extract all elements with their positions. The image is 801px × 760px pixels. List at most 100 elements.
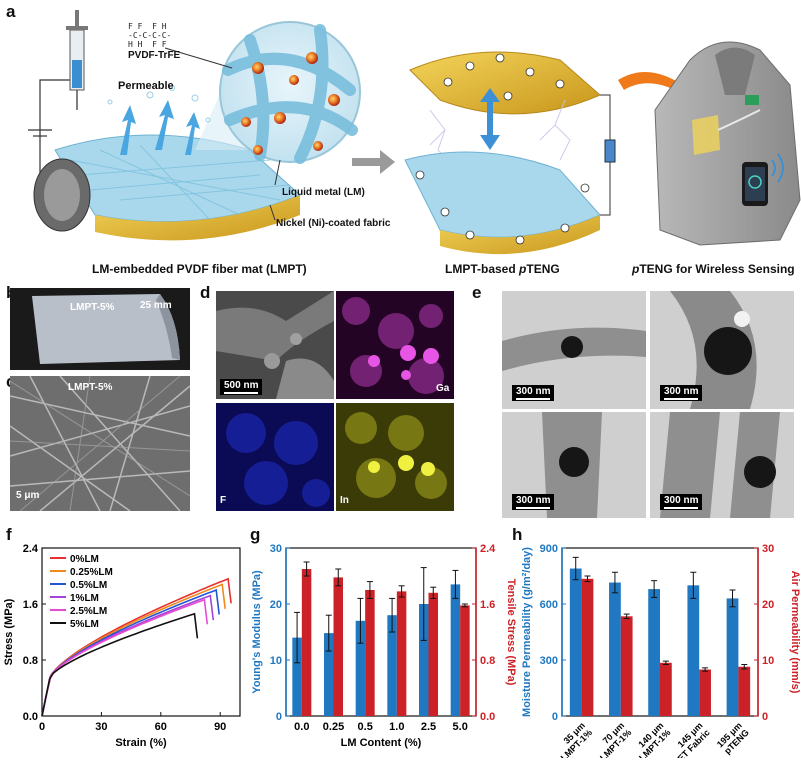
permeable-arrows: [120, 100, 200, 155]
liquid-metal-particles: [241, 52, 340, 155]
pvdf-trfe-label: PVDF-TrFE: [128, 50, 181, 61]
y-right-tick-label: 30: [762, 543, 774, 555]
scale-bar: 300 nm: [512, 494, 555, 510]
y-tick-label: 1.6: [23, 599, 38, 611]
scale-bar: 25 mm: [140, 300, 172, 311]
eds-map-in: In: [336, 403, 454, 511]
syringe-icon: [66, 10, 88, 110]
x-tick-label: 145 μmPET Fabric: [664, 720, 711, 758]
x-tick-label: 35 μmLMPT-1%: [552, 720, 594, 758]
element-label: In: [340, 495, 349, 506]
y-left-axis-label: Moisture Permeability (g/m²/day): [521, 547, 533, 717]
y-left-tick-label: 20: [270, 599, 282, 611]
bar-right: [620, 616, 633, 716]
liquid-metal-label: Liquid metal (LM): [282, 187, 365, 198]
bar-right: [333, 577, 343, 716]
x-tick-label: 5.0: [453, 721, 468, 733]
legend-label: 2.5%LM: [70, 606, 107, 617]
tem-image-2: 300 nm: [650, 291, 794, 409]
y-left-tick-label: 300: [540, 655, 558, 667]
x-tick-label: 140 μmLMPT-1%: [630, 720, 672, 758]
bar-left: [292, 637, 302, 716]
tem-image-1: 300 nm: [502, 291, 646, 409]
bar-left: [687, 585, 700, 716]
series-line-5%LM: [41, 612, 199, 717]
bar-right: [460, 605, 470, 716]
wireless-module-icon: [745, 95, 759, 105]
sem-image-eds: 500 nm: [216, 291, 334, 399]
caption-lmpt: LM-embedded PVDF fiber mat (LMPT): [92, 262, 307, 276]
schematic-illustration: [28, 10, 801, 255]
panel-d-label: d: [200, 283, 211, 302]
y-right-tick-label: 1.6: [480, 599, 495, 611]
orange-arrow: [618, 72, 705, 108]
bar-left: [609, 582, 621, 716]
y-right-tick-label: 0.8: [480, 655, 495, 667]
panel-g-label: g: [250, 525, 261, 544]
y-right-tick-label: 20: [762, 599, 774, 611]
vertical-arrow-icon: [480, 88, 500, 150]
scale-bar: 300 nm: [512, 385, 555, 401]
y-tick-label: 2.4: [23, 543, 39, 555]
element-label: F: [220, 495, 227, 506]
tem-image-4: 300 nm: [650, 412, 794, 518]
panel-a-label: a: [6, 2, 16, 21]
permeable-label: Permeable: [118, 80, 174, 92]
tem-image-3: 300 nm: [502, 412, 646, 518]
wireless-signal-icon: [771, 153, 784, 183]
x-tick-label: 0.0: [294, 721, 309, 733]
panel-h-label: h: [512, 525, 523, 544]
x-tick-label: 60: [155, 721, 167, 733]
bar-right: [301, 569, 312, 716]
molecule-structure: F F F H -C-C-C-C- H H F F: [128, 22, 172, 49]
series-line-2.5%LM: [41, 598, 209, 717]
x-tick-label: 0: [39, 721, 45, 733]
series-line-0.5%LM: [41, 588, 220, 717]
y-right-tick-label: 0: [762, 711, 768, 723]
scale-bar: 300 nm: [660, 385, 703, 401]
mechanical-bar-chart: 0 10 20 30 0.0 0.8 1.6 2.4 0.0 0.25 0.5 1.0 2.5 5.0 Yo…: [251, 543, 517, 749]
y-left-tick-label: 0: [552, 711, 558, 723]
element-label: Ga: [436, 383, 450, 394]
y-right-tick-label: 0.0: [480, 711, 495, 723]
sem-image-fibers: LMPT-5% 5 μm: [10, 376, 190, 511]
y-axis-label: Stress (MPa): [3, 598, 15, 665]
sensor-patch: [692, 115, 720, 155]
legend-label: 0%LM: [70, 554, 99, 565]
plot-frame: [285, 547, 477, 717]
bar-right: [428, 592, 438, 716]
bar-left: [648, 589, 660, 716]
bar-left: [387, 615, 397, 716]
fiber-mat-roll: [33, 134, 301, 241]
bar-left: [324, 633, 334, 716]
y-right-tick-label: 10: [762, 655, 774, 667]
bar-left: [726, 598, 739, 716]
y-tick-label: 0.8: [23, 655, 38, 667]
plot-frame: [41, 547, 241, 717]
bar-right: [365, 590, 375, 716]
legend-label: 0.5%LM: [70, 580, 107, 591]
bar-right: [396, 591, 407, 716]
sample-label: LMPT-5%: [68, 382, 113, 393]
panel-f-label: f: [6, 525, 12, 544]
y-right-axis-label: Tensile Stress (MPa): [505, 579, 517, 686]
y-right-tick-label: 2.4: [480, 543, 496, 555]
bar-left: [569, 568, 582, 716]
y-left-tick-label: 0: [276, 711, 282, 723]
stress-strain-chart: 0 30 60 90 0.0 0.8 1.6 2.4 Strain (%) Stress (MPa…: [3, 543, 241, 749]
panel-e-label: e: [472, 283, 482, 302]
series-line-0.25%LM: [41, 583, 226, 717]
y-left-tick-label: 600: [540, 599, 558, 611]
x-tick-label: 70 μmLMPT-1%: [591, 720, 633, 758]
bar-left: [450, 584, 461, 716]
bar-right: [738, 666, 751, 716]
scale-bar: 5 μm: [16, 490, 40, 501]
sample-label: LMPT-5%: [70, 302, 115, 313]
photo-lmpt-mat: LMPT-5% 25 mm: [10, 288, 190, 370]
y-left-tick-label: 30: [270, 543, 282, 555]
scale-bar: 500 nm: [220, 379, 263, 395]
y-left-axis-label: Young's Modulus (MPa): [251, 570, 263, 694]
eds-map-ga: Ga: [336, 291, 454, 399]
x-tick-label: 1.0: [389, 721, 404, 733]
y-left-tick-label: 900: [540, 543, 558, 555]
